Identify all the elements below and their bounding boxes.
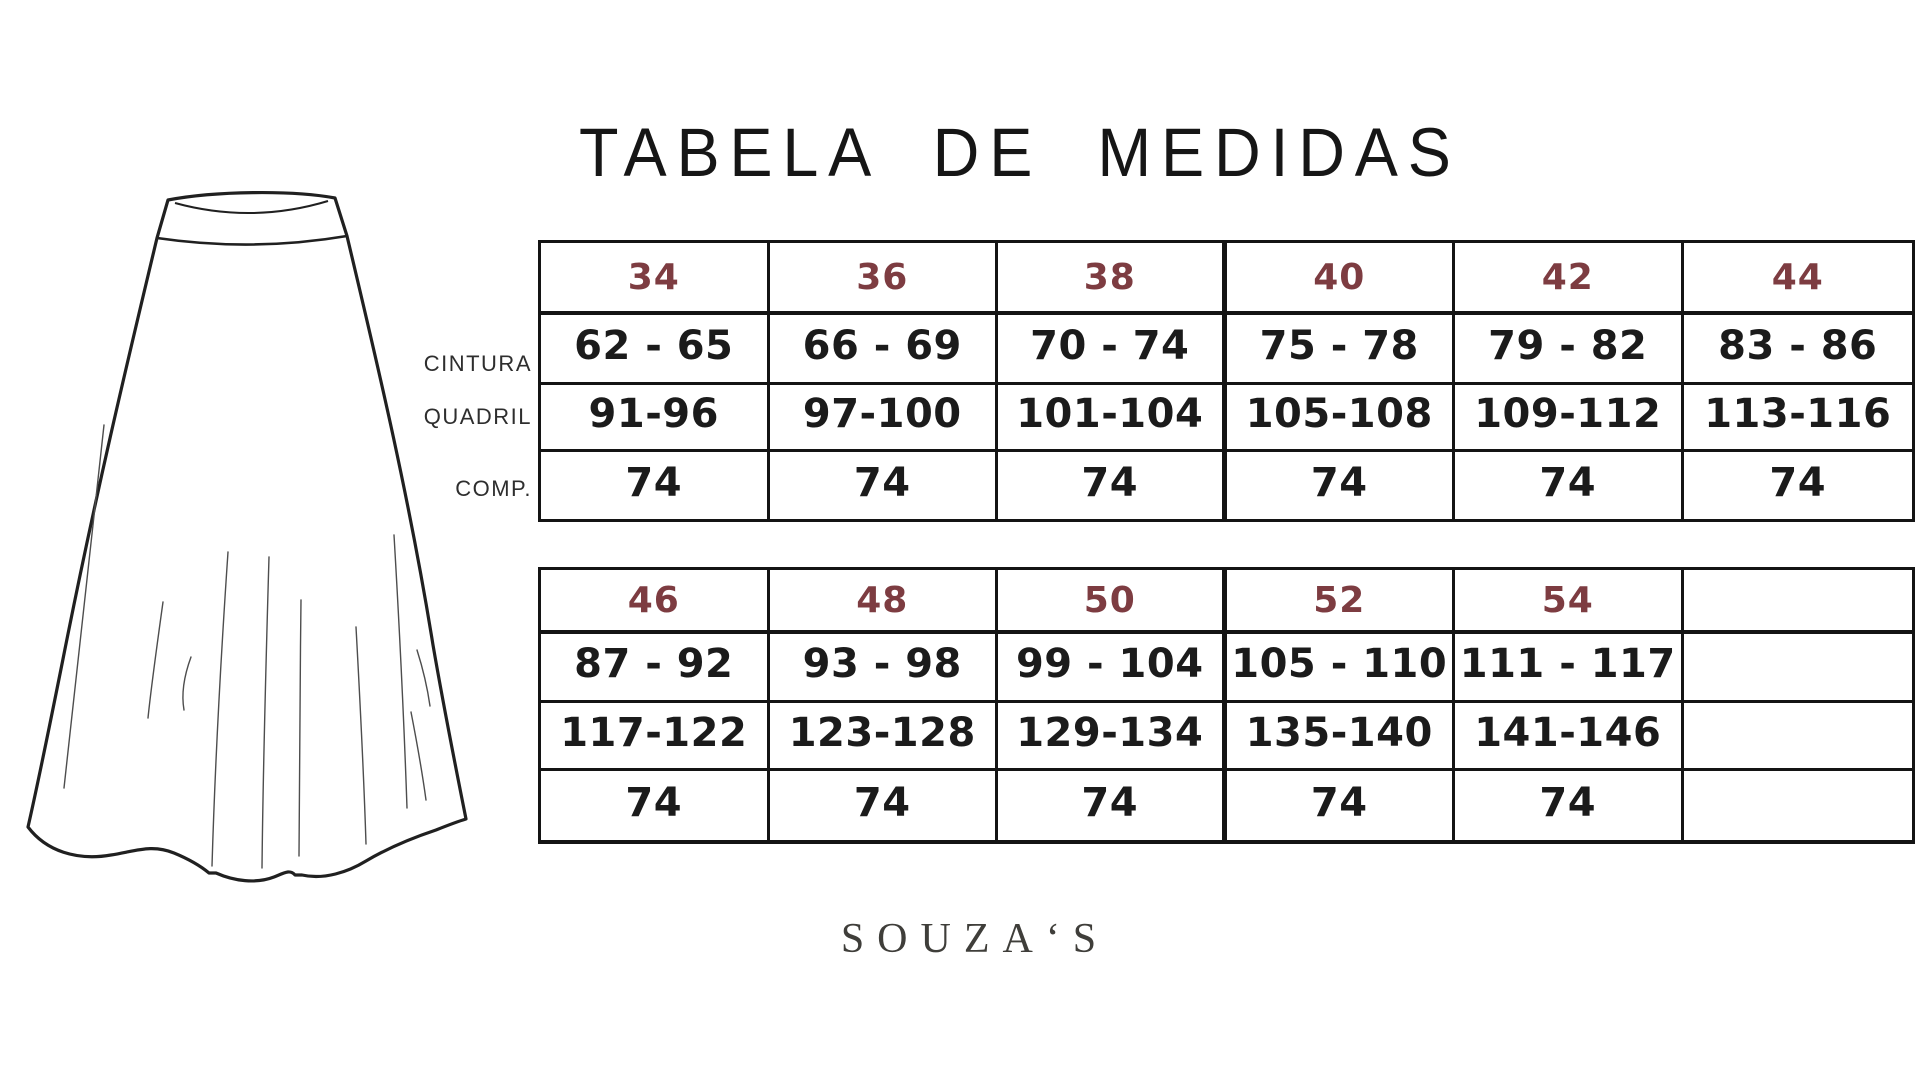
size-header-cell (1683, 570, 1912, 634)
size-header-cell: 52 (1226, 570, 1455, 634)
size-table-2: 46 48 50 52 54 87 - 92 93 - 98 99 - 104 … (538, 567, 1915, 844)
waist-cell: 93 - 98 (769, 634, 998, 703)
size-header-cell: 46 (541, 570, 770, 634)
size-header-cell: 40 (1226, 243, 1455, 315)
size-header-cell: 38 (998, 243, 1227, 315)
hip-cell: 101-104 (998, 385, 1227, 452)
waist-cell: 66 - 69 (769, 315, 998, 385)
fold-lines (63, 424, 431, 869)
hip-cell: 135-140 (1226, 703, 1455, 771)
length-cell: 74 (1455, 452, 1684, 519)
length-cell: 74 (770, 771, 998, 840)
brand-logo-text: SOUZA‘S (840, 916, 1110, 962)
waist-cell: 83 - 86 (1683, 315, 1912, 385)
length-cell: 74 (1769, 459, 1827, 506)
length-cell: 74 (998, 452, 1227, 519)
waist-cell (1683, 634, 1912, 703)
waist-cell: 87 - 92 (541, 634, 770, 703)
length-cell: 74 (1227, 771, 1455, 840)
waist-cell: 62 - 65 (541, 315, 770, 385)
hip-cell (1683, 703, 1912, 771)
waist-opening-arc (174, 200, 329, 215)
length-cell: 74 (998, 771, 1227, 840)
waist-cell: 70 - 74 (998, 315, 1227, 385)
waist-cell: 111 - 117 (1455, 634, 1684, 703)
row-label-cintura: CINTURA (423, 351, 532, 376)
waist-cell: 75 - 78 (1226, 315, 1455, 385)
length-cell: 74 (1455, 771, 1684, 840)
length-cell: 74 (770, 452, 998, 519)
length-cell: 74 (541, 452, 770, 519)
waist-cell: 99 - 104 (998, 634, 1227, 703)
size-header-cell: 54 (1455, 570, 1684, 634)
waist-cell: 105 - 110 (1226, 634, 1455, 703)
hip-cell: 141-146 (1455, 703, 1684, 771)
hip-cell: 113-116 (1683, 385, 1912, 452)
size-header-cell: 34 (541, 243, 770, 315)
row-label-quadril: QUADRIL (423, 404, 532, 429)
page-title: TABELA DE MEDIDAS (579, 113, 1461, 191)
size-header-cell: 44 (1683, 243, 1912, 315)
hip-cell: 105-108 (1226, 385, 1455, 452)
hip-cell: 91-96 (541, 385, 770, 452)
skirt-illustration (26, 190, 468, 883)
waist-cell: 79 - 82 (1455, 315, 1684, 385)
length-cell: 74 (1227, 452, 1455, 519)
size-header-cell: 36 (769, 243, 998, 315)
size-header-cell: 50 (998, 570, 1227, 634)
row-label-comp: COMP. (455, 476, 532, 501)
size-header-cell: 48 (769, 570, 998, 634)
hip-cell: 129-134 (998, 703, 1227, 771)
length-cell: 74 (541, 771, 770, 840)
hip-cell: 123-128 (769, 703, 998, 771)
hip-cell: 117-122 (541, 703, 770, 771)
skirt-outline (26, 190, 468, 883)
length-cell (1684, 771, 1913, 840)
size-table-1: 34 36 38 40 42 44 62 - 65 66 - 69 70 - 7… (538, 240, 1915, 522)
size-header-cell: 42 (1455, 243, 1684, 315)
hip-cell: 109-112 (1455, 385, 1684, 452)
waistband-seam (156, 234, 348, 246)
hip-cell: 97-100 (769, 385, 998, 452)
